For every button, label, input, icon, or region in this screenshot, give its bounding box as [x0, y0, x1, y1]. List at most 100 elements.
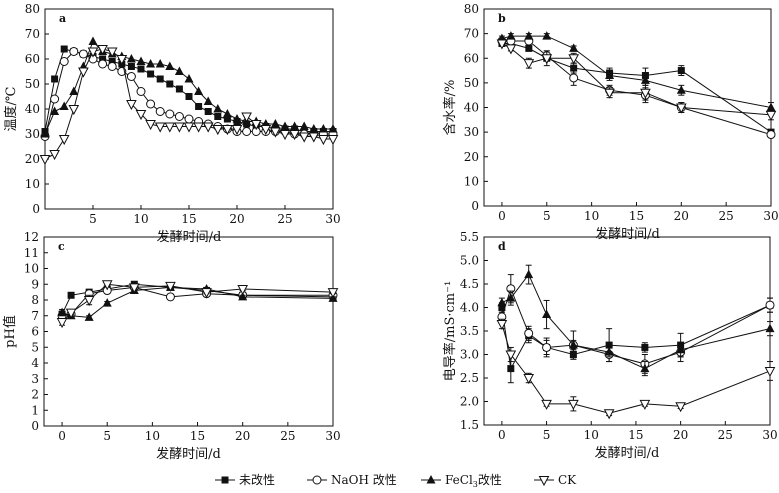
- x-tick-label: 20: [235, 429, 250, 443]
- series-line: [501, 287, 771, 365]
- y-tick-label: 5.0: [460, 254, 479, 268]
- data-point: [524, 328, 534, 338]
- series-1: [497, 36, 776, 140]
- data-point: [185, 93, 193, 100]
- data-point: [60, 45, 68, 53]
- panel-d: 1.5 2.0 2.5 3.0 3.5 4.0 4.5 5.0 5.5 0 5 10 15 20 25 30 d…: [442, 230, 778, 461]
- data-point: [69, 47, 79, 56]
- data-point: [214, 113, 222, 120]
- y-tick-label: 50: [464, 76, 479, 90]
- x-tick-label: 10: [133, 212, 148, 226]
- data-point: [116, 55, 128, 66]
- series-3: [56, 280, 339, 329]
- data-point: [496, 319, 508, 331]
- data-point: [604, 88, 615, 99]
- data-point: [242, 127, 252, 136]
- data-point: [184, 114, 194, 124]
- data-point: [57, 307, 67, 317]
- y-tick-label: 80: [25, 2, 40, 16]
- y-tick-label: 0: [31, 419, 39, 433]
- y-tick-label: 0: [32, 202, 40, 216]
- legend-label: CK: [558, 473, 577, 487]
- legend-item: FeCl3改性: [421, 473, 502, 489]
- data-point: [260, 125, 272, 136]
- data-point: [212, 125, 224, 136]
- data-point: [78, 67, 89, 78]
- y-tick-label: 20: [464, 150, 479, 164]
- series-line: [501, 35, 772, 108]
- data-point: [675, 103, 687, 114]
- data-point: [136, 56, 146, 65]
- data-point: [222, 125, 233, 136]
- series-line: [61, 286, 334, 318]
- y-axis-label: 温度/℃: [3, 87, 19, 132]
- series-2: [40, 36, 338, 138]
- data-point: [126, 100, 137, 111]
- panel-b: 0 10 20 30 40 50 60 70 80 0 5 10 15 20 25 30 b 发酵时间/d 含水率/…: [442, 2, 779, 242]
- x-tick-label: 20: [674, 209, 689, 223]
- y-tick-label: 5: [31, 340, 39, 354]
- plot-frame: [43, 236, 334, 427]
- series-line: [44, 48, 333, 160]
- x-tick-label: 15: [629, 209, 644, 223]
- data-point: [542, 342, 552, 352]
- data-point: [49, 150, 60, 161]
- data-point: [108, 58, 116, 65]
- data-point: [299, 121, 309, 130]
- data-point: [250, 120, 262, 131]
- data-point: [204, 108, 212, 115]
- data-point: [154, 122, 166, 133]
- data-point: [524, 269, 534, 279]
- y-tick-label: 2.0: [460, 395, 479, 409]
- y-tick-label: 10: [24, 262, 39, 276]
- x-tick-label: 30: [325, 429, 340, 443]
- data-point: [51, 75, 59, 83]
- series-0: [58, 280, 337, 318]
- data-point: [201, 288, 212, 299]
- data-point: [128, 283, 140, 294]
- data-point: [318, 124, 328, 133]
- plot-frame: [44, 8, 334, 210]
- x-tick-label: 5: [543, 428, 551, 442]
- data-point: [497, 297, 507, 307]
- y-tick-label: 6: [31, 325, 39, 339]
- data-point: [568, 399, 579, 410]
- x-axis-label: 发酵时间/d: [595, 445, 660, 461]
- data-point: [766, 102, 776, 111]
- y-tick-label: 70: [25, 27, 40, 41]
- y-tick-label: 4.5: [460, 277, 479, 291]
- data-point: [542, 31, 552, 40]
- y-tick-label: 8: [31, 293, 39, 307]
- data-point: [270, 119, 280, 128]
- data-point: [222, 109, 232, 118]
- x-tick-label: 20: [229, 212, 244, 226]
- data-point: [640, 363, 650, 373]
- data-point: [570, 64, 578, 72]
- data-point: [279, 130, 291, 141]
- data-point: [83, 296, 95, 307]
- data-point: [102, 298, 112, 307]
- data-point: [505, 44, 517, 55]
- legend-marker: [538, 476, 550, 487]
- y-tick-label: 1.5: [460, 418, 479, 432]
- data-point: [298, 132, 310, 143]
- legend-marker: [221, 476, 229, 484]
- data-point: [676, 85, 686, 94]
- data-point: [165, 292, 175, 302]
- x-tick-label: 10: [145, 429, 160, 443]
- data-point: [146, 59, 156, 68]
- data-point: [98, 59, 108, 69]
- data-point: [541, 399, 552, 410]
- x-tick-label: 25: [277, 212, 292, 226]
- y-tick-label: 9: [31, 277, 39, 291]
- y-tick-label: 20: [25, 152, 40, 166]
- data-point: [155, 107, 165, 116]
- data-point: [764, 366, 776, 378]
- data-point: [195, 103, 203, 110]
- data-point: [523, 374, 535, 385]
- legend-item: 未改性: [215, 473, 275, 487]
- legend-label: FeCl3改性: [445, 473, 502, 489]
- data-point: [165, 281, 176, 292]
- data-point: [237, 284, 249, 296]
